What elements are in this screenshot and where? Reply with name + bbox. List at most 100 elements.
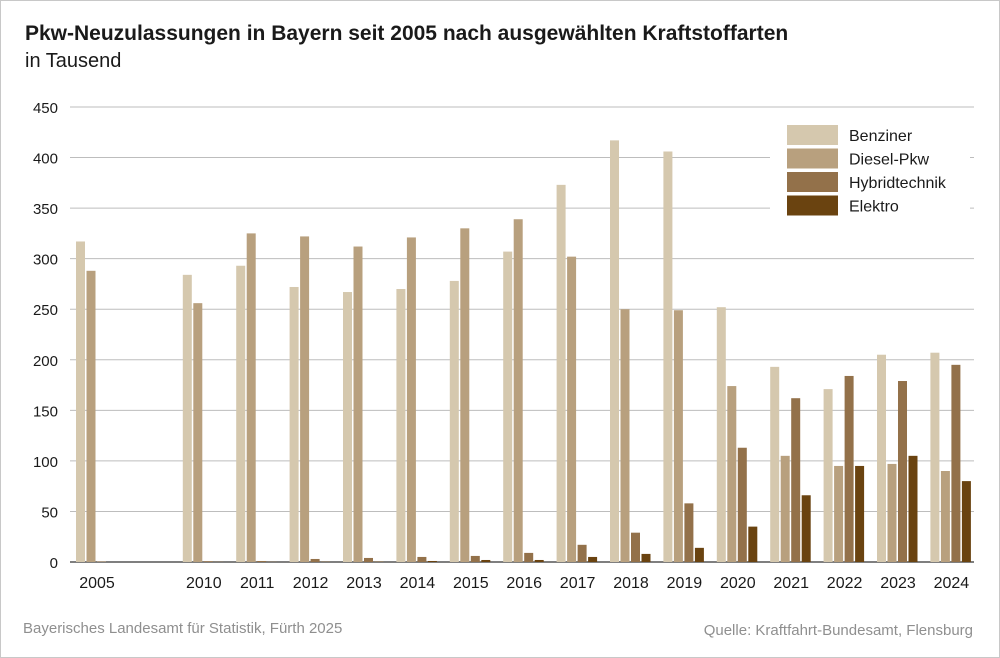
x-tick-label: 2019 [667,575,703,592]
bar-hybridtechnik-2022 [844,375,854,562]
bar-benziner-2016 [503,251,513,563]
bar-benziner-2019 [663,151,673,562]
bar-benziner-2023 [877,354,886,562]
bar-hybridtechnik-2024 [951,364,961,562]
bar-diesel-pkw-2013 [353,246,363,563]
x-tick-label: 2024 [934,575,970,592]
legend-label: Diesel-Pkw [849,152,929,169]
y-tick-label: 300 [33,252,58,269]
bar-diesel-pkw-2018 [620,309,630,562]
bar-elektro-2016 [534,559,544,562]
bar-diesel-pkw-2014 [406,237,416,562]
bar-benziner-2020 [716,307,726,562]
bar-benziner-2005 [76,241,85,562]
x-tick-label: 2010 [186,575,222,592]
bar-elektro-2014 [427,560,437,562]
x-tick-label: 2005 [79,575,115,592]
bar-hybridtechnik-2005 [97,561,106,562]
bar-diesel-pkw-2011 [246,233,256,562]
bar-hybridtechnik-2016 [524,552,534,562]
x-tick-label: 2020 [720,575,756,592]
bar-elektro-2023 [908,455,918,562]
bar-hybridtechnik-2020 [737,447,747,562]
y-tick-label: 350 [33,201,58,218]
bar-benziner-2011 [236,265,246,562]
bar-hybridtechnik-2010 [203,561,213,562]
x-tick-label: 2018 [613,575,649,592]
bar-elektro-2022 [855,465,865,562]
bar-benziner-2012 [289,286,299,562]
bar-diesel-pkw-2005 [86,270,96,562]
bar-benziner-2022 [823,389,833,562]
bar-elektro-2020 [748,526,758,562]
x-tick-label: 2022 [827,575,863,592]
legend-swatch [787,195,838,216]
bar-hybridtechnik-2011 [257,560,267,562]
y-tick-label: 450 [33,100,58,117]
y-tick-label: 250 [33,302,58,319]
legend-swatch [787,172,838,192]
bar-hybridtechnik-2017 [577,544,587,562]
x-tick-label: 2016 [506,575,542,592]
bar-diesel-pkw-2012 [300,236,310,562]
bar-elektro-2024 [961,481,971,562]
bar-elektro-2015 [481,559,491,562]
legend-swatch [787,125,838,145]
bar-benziner-2017 [556,184,566,562]
legend-label: Hybridtechnik [849,175,947,192]
bar-benziner-2010 [182,274,192,562]
y-tick-label: 200 [33,353,58,370]
bar-benziner-2015 [449,280,459,562]
legend-label: Benziner [849,128,913,145]
x-tick-label: 2017 [560,575,596,592]
y-tick-label: 50 [41,504,58,521]
x-tick-label: 2014 [400,575,436,592]
x-tick-label: 2012 [293,575,329,592]
legend-label: Elektro [849,199,899,216]
bar-benziner-2021 [770,366,780,562]
bar-hybridtechnik-2021 [791,398,801,562]
footer-data-source: Quelle: Kraftfahrt-Bundesamt, Flensburg [703,622,973,639]
bar-hybridtechnik-2014 [417,556,427,562]
y-axis-tick-labels: 0 50 100 150 200 250 300 350 400 450 [33,100,58,572]
y-tick-label: 400 [33,151,58,168]
bar-diesel-pkw-2010 [193,303,203,562]
bar-hybridtechnik-2018 [631,532,640,562]
legend-swatch [787,148,838,169]
legend: Benziner Diesel-Pkw Hybridtechnik Elektro [770,116,970,224]
chart-subtitle: in Tausend [25,50,122,72]
bar-diesel-pkw-2024 [940,471,950,562]
bar-hybridtechnik-2012 [310,558,320,562]
bar-benziner-2013 [343,292,352,562]
x-tick-label: 2023 [880,575,916,592]
bar-elektro-2019 [694,547,704,562]
chart-title: Pkw-Neuzulassungen in Bayern seit 2005 n… [25,22,789,45]
bar-hybridtechnik-2015 [470,555,480,562]
bar-diesel-pkw-2021 [780,455,790,562]
x-tick-label: 2015 [453,575,489,592]
bar-benziner-2024 [930,352,940,562]
y-tick-label: 150 [33,403,58,420]
bar-elektro-2018 [641,553,651,562]
bar-benziner-2018 [610,140,619,562]
bar-diesel-pkw-2019 [673,310,683,562]
bar-diesel-pkw-2016 [513,219,523,562]
x-axis-tick-labels: 2005 2010 2011 2012 2013 2014 2015 2016 2017 2018… [79,575,969,592]
bar-hybridtechnik-2019 [684,503,694,562]
bar-elektro-2017 [588,556,598,562]
bar-diesel-pkw-2020 [727,386,737,562]
bar-diesel-pkw-2015 [460,228,470,563]
bar-diesel-pkw-2022 [834,465,844,562]
x-tick-label: 2021 [773,575,809,592]
bar-benziner-2014 [396,289,406,562]
bars [76,140,971,563]
bar-diesel-pkw-2023 [887,463,897,562]
bar-hybridtechnik-2013 [364,557,373,562]
y-tick-label: 100 [33,454,58,471]
bar-hybridtechnik-2023 [898,381,907,562]
footer-source-publisher: Bayerisches Landesamt für Statistik, Für… [23,620,343,637]
x-tick-label: 2013 [346,575,382,592]
y-tick-label: 0 [50,555,58,572]
bar-diesel-pkw-2017 [567,256,577,562]
